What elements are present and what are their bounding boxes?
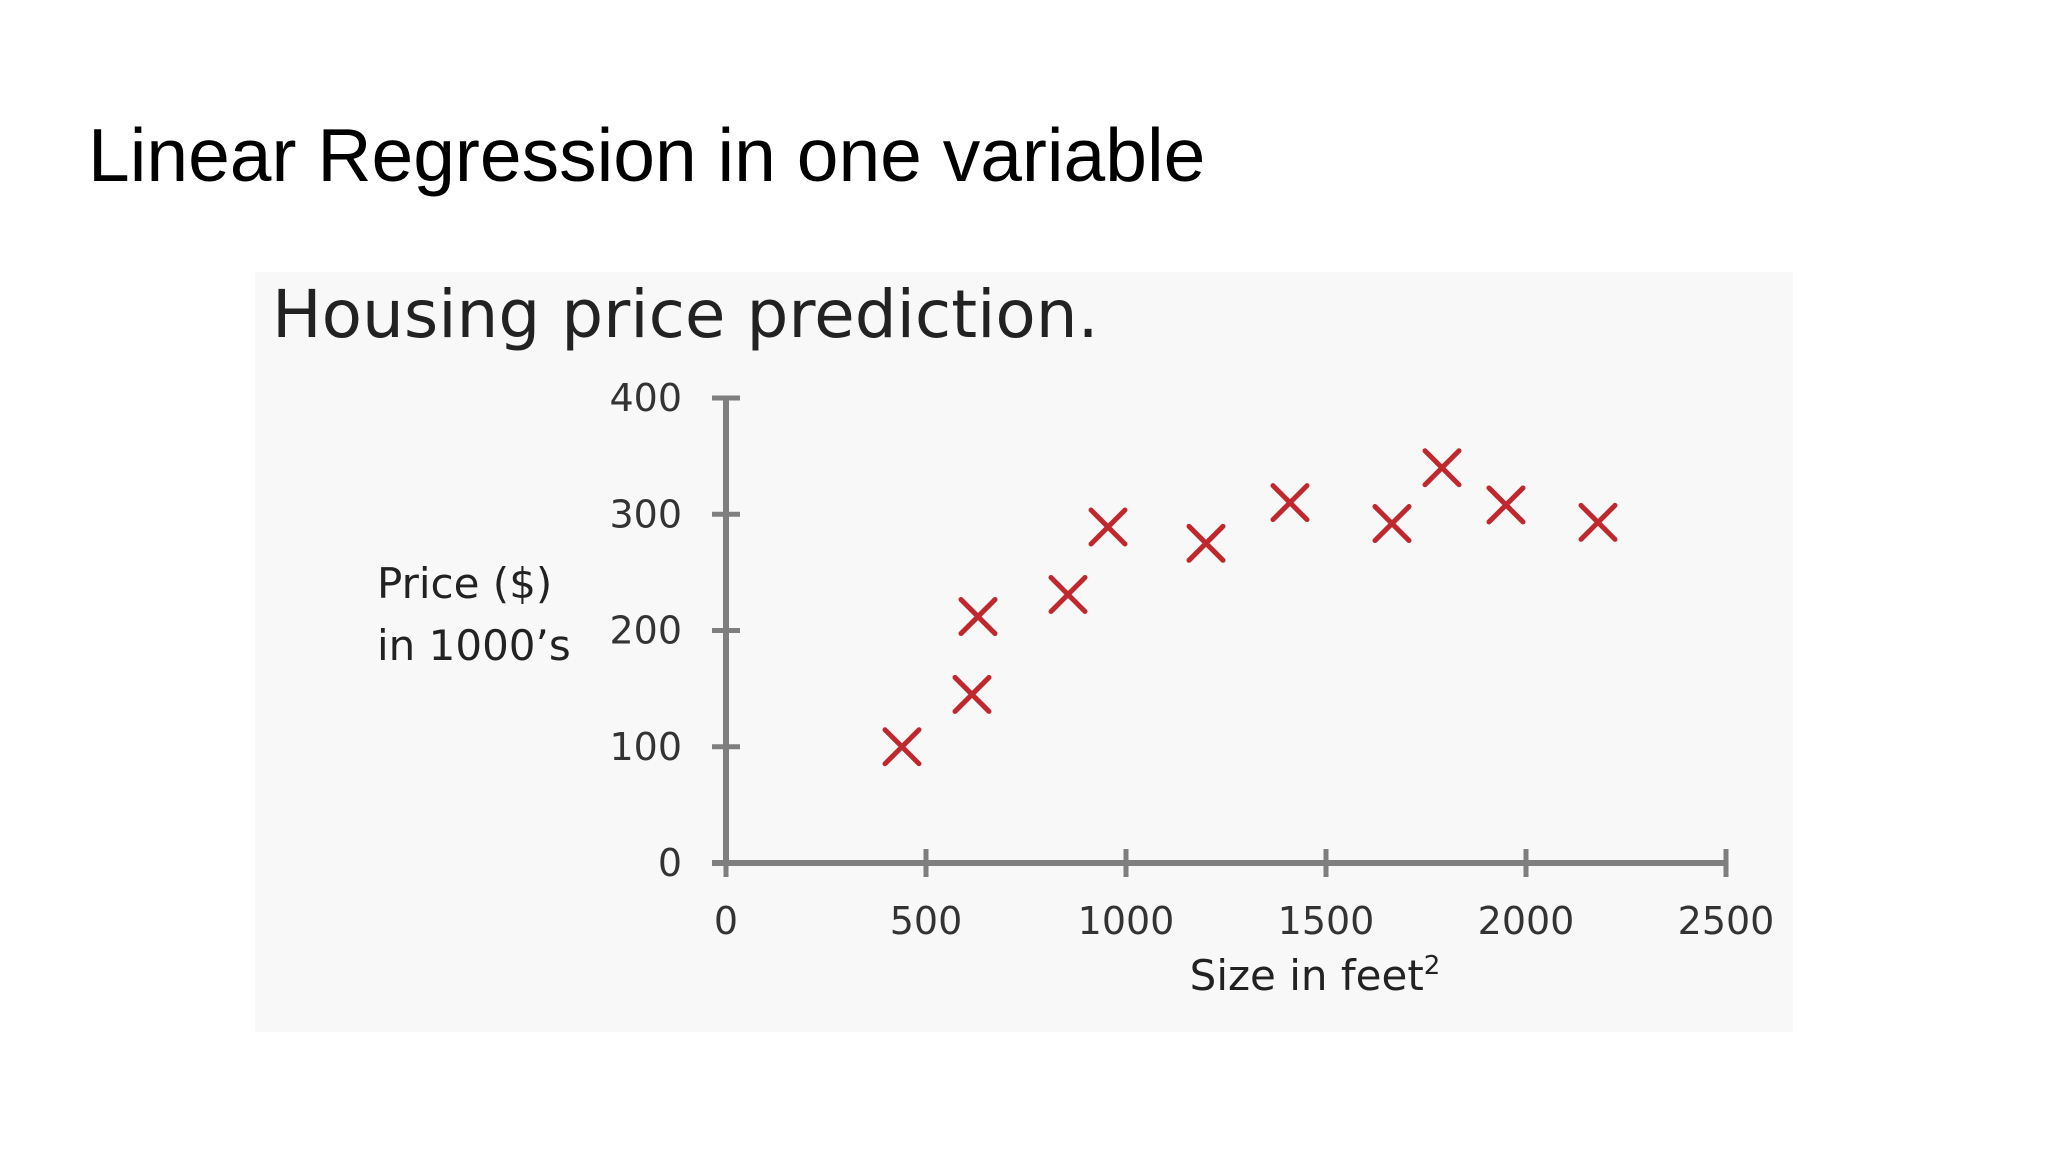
y-axis-label-line-1: Price ($): [377, 559, 552, 608]
data-point-x-marker: [1270, 483, 1310, 523]
data-point-x-marker: [1186, 523, 1226, 563]
y-tick-label: 400: [609, 376, 682, 420]
tick-labels: 0 100 200 300 400 0 500 1000 1500 2000 2500: [609, 376, 1774, 943]
data-point-x-marker: [1048, 574, 1088, 614]
data-point-x-marker: [1372, 504, 1412, 544]
marker-stroke: [1372, 504, 1412, 544]
chart-panel: Housing price prediction. Price ($) in 1…: [255, 272, 1793, 1032]
marker-stroke: [1486, 485, 1526, 525]
scatter-chart: Housing price prediction. Price ($) in 1…: [272, 276, 1774, 1000]
y-axis-label-line-2: in 1000’s: [377, 621, 571, 670]
x-axis-label: Size in feet2: [1190, 951, 1441, 1000]
data-point-x-marker: [1088, 507, 1128, 547]
x-tick-label: 2500: [1678, 899, 1775, 943]
data-point-x-marker: [1422, 448, 1462, 488]
marker-stroke: [1578, 502, 1618, 542]
x-tick-label: 1500: [1278, 899, 1375, 943]
slide-title: Linear Regression in one variable: [88, 113, 1206, 197]
x-tick-label: 2000: [1478, 899, 1575, 943]
data-point-x-marker: [1578, 502, 1618, 542]
y-tick-label: 100: [609, 725, 682, 769]
x-tick-label: 500: [890, 899, 963, 943]
data-point-x-marker: [952, 674, 992, 714]
axes: [712, 395, 1729, 877]
marker-stroke: [1048, 574, 1088, 614]
marker-stroke: [958, 597, 998, 637]
marker-stroke: [1270, 483, 1310, 523]
marker-stroke: [882, 727, 922, 767]
data-point-x-marker: [882, 727, 922, 767]
x-tick-label: 1000: [1078, 899, 1175, 943]
marker-stroke: [1088, 507, 1128, 547]
x-axis-label-text: Size in feet: [1190, 951, 1424, 1000]
marker-stroke: [1186, 523, 1226, 563]
y-tick-label: 300: [609, 492, 682, 536]
data-point-x-marker: [1486, 485, 1526, 525]
marker-stroke: [952, 674, 992, 714]
data-points: [882, 448, 1618, 767]
x-tick-label: 0: [714, 899, 738, 943]
marker-stroke: [1422, 448, 1462, 488]
x-axis-label-superscript: 2: [1424, 951, 1441, 981]
y-tick-label: 200: [609, 609, 682, 653]
chart-title: Housing price prediction.: [272, 276, 1099, 353]
data-point-x-marker: [958, 597, 998, 637]
y-tick-label: 0: [658, 841, 682, 885]
